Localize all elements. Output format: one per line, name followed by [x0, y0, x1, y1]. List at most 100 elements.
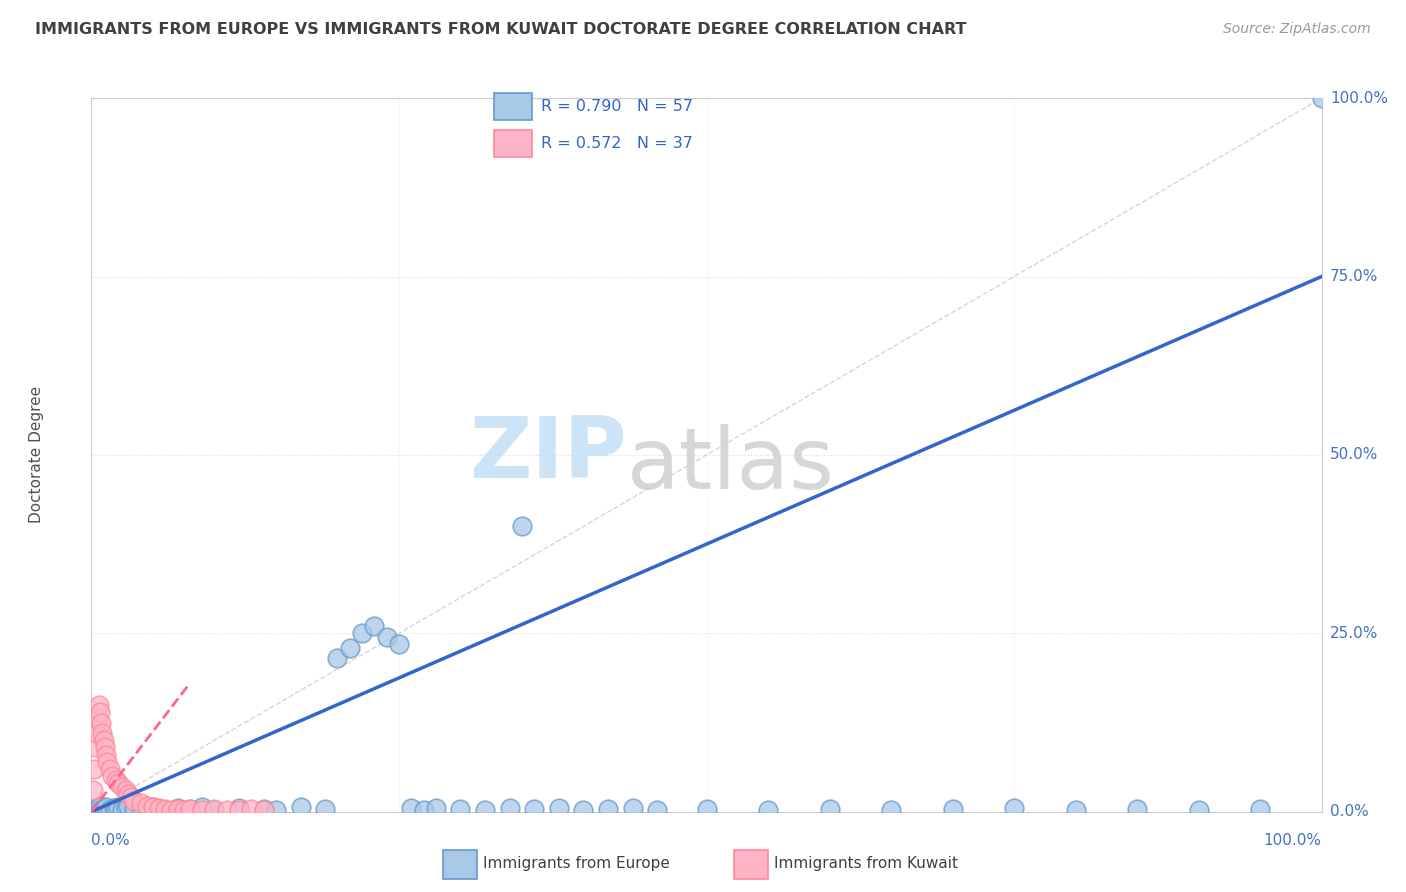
Point	[148, 802, 170, 816]
Point	[89, 799, 111, 814]
Point	[101, 769, 124, 783]
Point	[87, 698, 110, 712]
Point	[129, 796, 152, 810]
Point	[105, 772, 127, 787]
Point	[645, 803, 669, 817]
Point	[621, 801, 644, 815]
Text: Immigrants from Europe: Immigrants from Europe	[484, 855, 671, 871]
Text: 100.0%: 100.0%	[1264, 833, 1322, 848]
Point	[124, 794, 146, 808]
Point	[114, 801, 138, 815]
Point	[84, 803, 107, 817]
Point	[253, 802, 276, 816]
Point	[160, 803, 183, 817]
Point	[142, 800, 165, 814]
Point	[240, 802, 263, 816]
Point	[84, 740, 107, 755]
Point	[352, 626, 374, 640]
Point	[89, 705, 111, 719]
Text: IMMIGRANTS FROM EUROPE VS IMMIGRANTS FROM KUWAIT DOCTORATE DEGREE CORRELATION CH: IMMIGRANTS FROM EUROPE VS IMMIGRANTS FRO…	[35, 22, 967, 37]
Point	[1002, 801, 1025, 815]
Point	[90, 803, 112, 817]
Point	[98, 803, 121, 817]
Point	[695, 802, 717, 816]
Point	[215, 803, 238, 817]
Point	[135, 799, 157, 814]
Point	[449, 802, 471, 816]
Point	[179, 802, 201, 816]
Point	[142, 800, 165, 814]
Point	[412, 803, 434, 817]
Text: Source: ZipAtlas.com: Source: ZipAtlas.com	[1223, 22, 1371, 37]
Text: R = 0.572   N = 37: R = 0.572 N = 37	[541, 136, 693, 151]
Point	[124, 802, 146, 816]
Point	[191, 800, 214, 814]
Point	[339, 640, 361, 655]
Point	[290, 800, 312, 814]
Text: 50.0%: 50.0%	[1330, 448, 1378, 462]
Point	[425, 801, 447, 815]
Point	[96, 800, 117, 814]
Point	[191, 803, 214, 817]
Text: 100.0%: 100.0%	[1330, 91, 1388, 105]
Point	[111, 780, 134, 794]
Point	[111, 803, 134, 817]
Point	[1064, 803, 1087, 817]
Point	[86, 726, 108, 740]
Point	[166, 802, 188, 816]
Point	[82, 783, 104, 797]
Point	[1249, 802, 1271, 816]
Point	[90, 715, 112, 730]
Text: 75.0%: 75.0%	[1330, 269, 1378, 284]
Point	[375, 630, 398, 644]
Point	[474, 803, 496, 817]
Point	[1126, 802, 1149, 816]
Point	[94, 740, 117, 755]
Point	[253, 803, 276, 817]
Point	[756, 803, 779, 817]
Point	[1187, 803, 1209, 817]
Text: 0.0%: 0.0%	[91, 833, 131, 848]
Point	[228, 801, 250, 815]
Point	[103, 801, 125, 815]
Point	[153, 803, 177, 817]
Point	[498, 801, 520, 815]
Point	[388, 637, 411, 651]
Point	[93, 733, 115, 747]
Point	[107, 799, 129, 814]
Point	[107, 776, 129, 790]
Bar	[494, 93, 533, 120]
Point	[117, 787, 139, 801]
Point	[941, 802, 963, 816]
Point	[96, 747, 117, 762]
Text: Doctorate Degree: Doctorate Degree	[28, 386, 44, 524]
Point	[96, 755, 118, 769]
Point	[98, 762, 121, 776]
Text: 0.0%: 0.0%	[1330, 805, 1368, 819]
Point	[510, 519, 533, 533]
Point	[523, 802, 546, 816]
Point	[148, 801, 170, 815]
Point	[399, 801, 422, 815]
Text: Immigrants from Kuwait: Immigrants from Kuwait	[775, 855, 957, 871]
Point	[153, 802, 177, 816]
Point	[548, 801, 571, 815]
Point	[135, 801, 157, 815]
Point	[326, 651, 349, 665]
Point	[202, 803, 225, 817]
Point	[363, 619, 385, 633]
Point	[93, 802, 115, 816]
Point	[202, 802, 225, 816]
Point	[880, 803, 903, 817]
Point	[129, 803, 152, 817]
Point	[596, 802, 619, 816]
Point	[572, 803, 595, 817]
Point	[264, 803, 287, 817]
Point	[818, 802, 841, 816]
Text: 25.0%: 25.0%	[1330, 626, 1378, 640]
Point	[1310, 91, 1333, 105]
Bar	[443, 850, 477, 879]
Point	[83, 762, 105, 776]
Point	[120, 790, 142, 805]
Point	[228, 803, 250, 817]
